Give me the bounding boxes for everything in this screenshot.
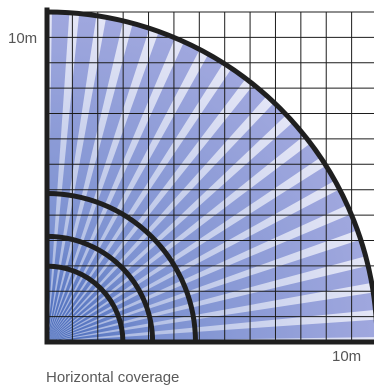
detection-beam <box>47 84 267 342</box>
detection-beam <box>47 213 358 342</box>
detection-beam <box>47 68 246 342</box>
detection-beam <box>47 31 176 343</box>
detection-beam <box>47 265 372 342</box>
range-arc-inner <box>46 263 126 343</box>
detection-beam <box>47 17 124 343</box>
detection-beam <box>47 165 335 342</box>
detection-beam <box>47 13 97 342</box>
range-arcs <box>46 9 374 343</box>
y-axis-max-label: 10m <box>8 30 38 47</box>
axes <box>44 7 374 345</box>
detection-beam <box>47 12 70 343</box>
diagram-caption: Horizontal coverage <box>46 369 180 386</box>
detection-beam <box>47 122 305 342</box>
detection-beam <box>47 319 374 342</box>
detection-beam <box>47 54 224 342</box>
range-arc-outer <box>46 9 374 325</box>
range-arc-inner <box>46 191 198 343</box>
axis-lines <box>44 7 374 345</box>
range-arc-inner <box>46 233 156 343</box>
detection-beam <box>47 292 374 342</box>
x-axis-max-label: 10m <box>332 348 362 365</box>
grid <box>46 11 374 343</box>
detection-beam <box>47 102 287 342</box>
detection-beam <box>47 143 321 342</box>
